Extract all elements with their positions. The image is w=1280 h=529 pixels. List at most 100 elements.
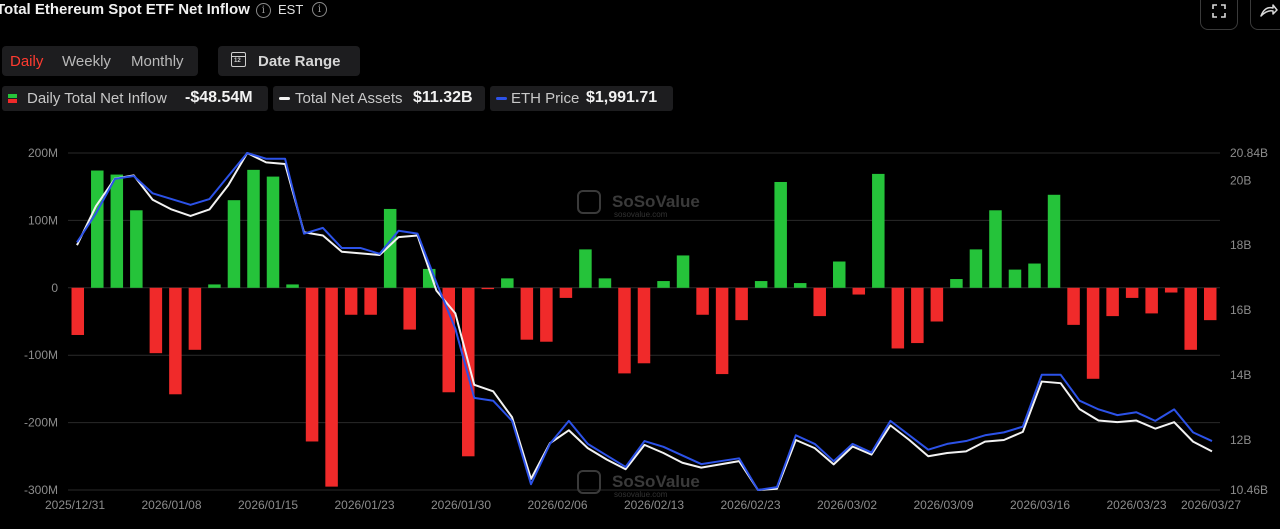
inflow-bar (813, 287, 826, 317)
x-tick-label: 2026/03/02 (817, 498, 877, 512)
x-tick-label: 2026/02/06 (527, 498, 587, 512)
legend-inflow-name: Daily Total Net Inflow (27, 90, 167, 107)
legend-item-eth-price[interactable]: ETH Price $1,991.71 (490, 86, 673, 111)
date-range-button[interactable]: 12 Date Range (218, 46, 360, 76)
inflow-bar (208, 284, 221, 288)
y-left-tick-label: 200M (28, 146, 58, 160)
period-weekly-tab[interactable]: Weekly (62, 53, 111, 70)
inflow-bar (1067, 287, 1080, 325)
info-icon[interactable]: i (255, 3, 271, 18)
x-tick-label: 2026/01/23 (334, 498, 394, 512)
inflow-bar (286, 284, 299, 288)
watermark-top-site: sosovalue.com (614, 210, 668, 219)
inflow-bar (130, 210, 143, 288)
inflow-bar (969, 249, 983, 288)
inflow-bar (715, 287, 729, 375)
y-right-tick-label: 18B (1230, 238, 1251, 252)
inflow-bar (325, 287, 338, 487)
legend-price-value: $1,991.71 (586, 89, 658, 106)
inflow-bar (833, 261, 846, 288)
inflow-bar (872, 173, 885, 288)
legend-assets-value: $11.32B (413, 89, 473, 106)
y-left-tick-label: -100M (24, 348, 58, 362)
inflow-bar (1203, 287, 1217, 321)
inflow-bar (911, 287, 924, 344)
inflow-bar (696, 287, 709, 315)
watermark-top-brand: SoSoValue (612, 192, 700, 211)
inflow-bar (930, 287, 944, 322)
date-range-label: Date Range (258, 53, 341, 70)
legend-item-net-inflow[interactable]: Daily Total Net Inflow -$48.54M (2, 86, 268, 111)
inflow-bar (442, 287, 455, 393)
inflow-bar (247, 169, 260, 288)
x-tick-label: 2026/01/15 (238, 498, 298, 512)
inflow-bar (227, 200, 241, 288)
inflow-bar (344, 287, 358, 315)
period-daily-tab[interactable]: Daily (10, 53, 44, 70)
watermark-bottom-brand: SoSoValue (612, 472, 700, 491)
timezone-label: EST (278, 2, 304, 17)
inflow-bar (852, 287, 866, 295)
x-tick-label: 2026/01/30 (431, 498, 491, 512)
eth-price-line (76, 152, 1213, 491)
inflow-bar (169, 287, 182, 395)
x-tick-label: 2026/01/08 (141, 498, 201, 512)
inflow-bar (735, 287, 748, 321)
inflow-bar (1047, 194, 1061, 288)
inflow-bar (657, 281, 670, 288)
x-tick-label: 2026/03/16 (1010, 498, 1070, 512)
inflow-bar (266, 176, 280, 288)
inflow-bar (989, 210, 1002, 288)
inflow-bar (676, 255, 690, 288)
watermark-top-logo-icon (577, 190, 601, 214)
inflow-bar (501, 278, 514, 288)
inflow-bar (1028, 263, 1041, 288)
inflow-bar (540, 287, 553, 342)
inflow-bar (1164, 287, 1178, 293)
inflow-bar (754, 281, 768, 288)
y-right-tick-label: 20B (1230, 173, 1251, 187)
price-swatch-icon (496, 97, 507, 100)
inflow-bar (774, 181, 787, 288)
y-right-tick-label: 20.84B (1230, 146, 1268, 160)
legend-assets-name: Total Net Assets (295, 90, 403, 107)
x-tick-label: 2025/12/31 (45, 498, 105, 512)
y-left-tick-label: -300M (24, 483, 58, 497)
calendar-icon: 12 (231, 52, 246, 67)
y-left-tick-label: 100M (28, 213, 58, 227)
share-button[interactable] (1250, 0, 1280, 30)
inflow-bar (305, 287, 319, 442)
fullscreen-button[interactable] (1200, 0, 1238, 30)
inflow-bar (188, 287, 202, 350)
inflow-bar (637, 287, 651, 364)
y-right-tick-label: 16B (1230, 303, 1251, 317)
y-right-tick-label: 14B (1230, 368, 1251, 382)
inflow-bar (1125, 287, 1139, 298)
x-tick-label: 2026/03/27 (1181, 498, 1241, 512)
total-net-assets-line (76, 152, 1213, 491)
inflow-bar (793, 283, 807, 288)
inflow-bar (618, 287, 631, 374)
share-icon (1260, 4, 1278, 17)
inflow-bar (1145, 287, 1158, 314)
y-left-tick-label: 0 (51, 281, 58, 295)
inflow-bar (1086, 287, 1100, 379)
inflow-bar (559, 287, 573, 298)
period-monthly-tab[interactable]: Monthly (131, 53, 184, 70)
chart-title: Total Ethereum Spot ETF Net Inflow i (0, 1, 271, 18)
inflow-bar (891, 287, 905, 349)
legend-item-net-assets[interactable]: Total Net Assets $11.32B (273, 86, 485, 111)
x-tick-label: 2026/02/13 (624, 498, 684, 512)
fullscreen-icon (1212, 4, 1226, 18)
inflow-bar (1106, 287, 1119, 317)
inflow-bar (71, 287, 85, 335)
inflow-bar (481, 287, 495, 290)
inflow-bar (1184, 287, 1197, 350)
inflow-bar (383, 208, 397, 288)
timezone-info-icon[interactable]: i (312, 2, 327, 17)
inflow-bar (598, 278, 612, 288)
inflow-swatch-icon (8, 94, 17, 103)
inflow-bar (1008, 269, 1022, 288)
x-tick-label: 2026/03/09 (913, 498, 973, 512)
